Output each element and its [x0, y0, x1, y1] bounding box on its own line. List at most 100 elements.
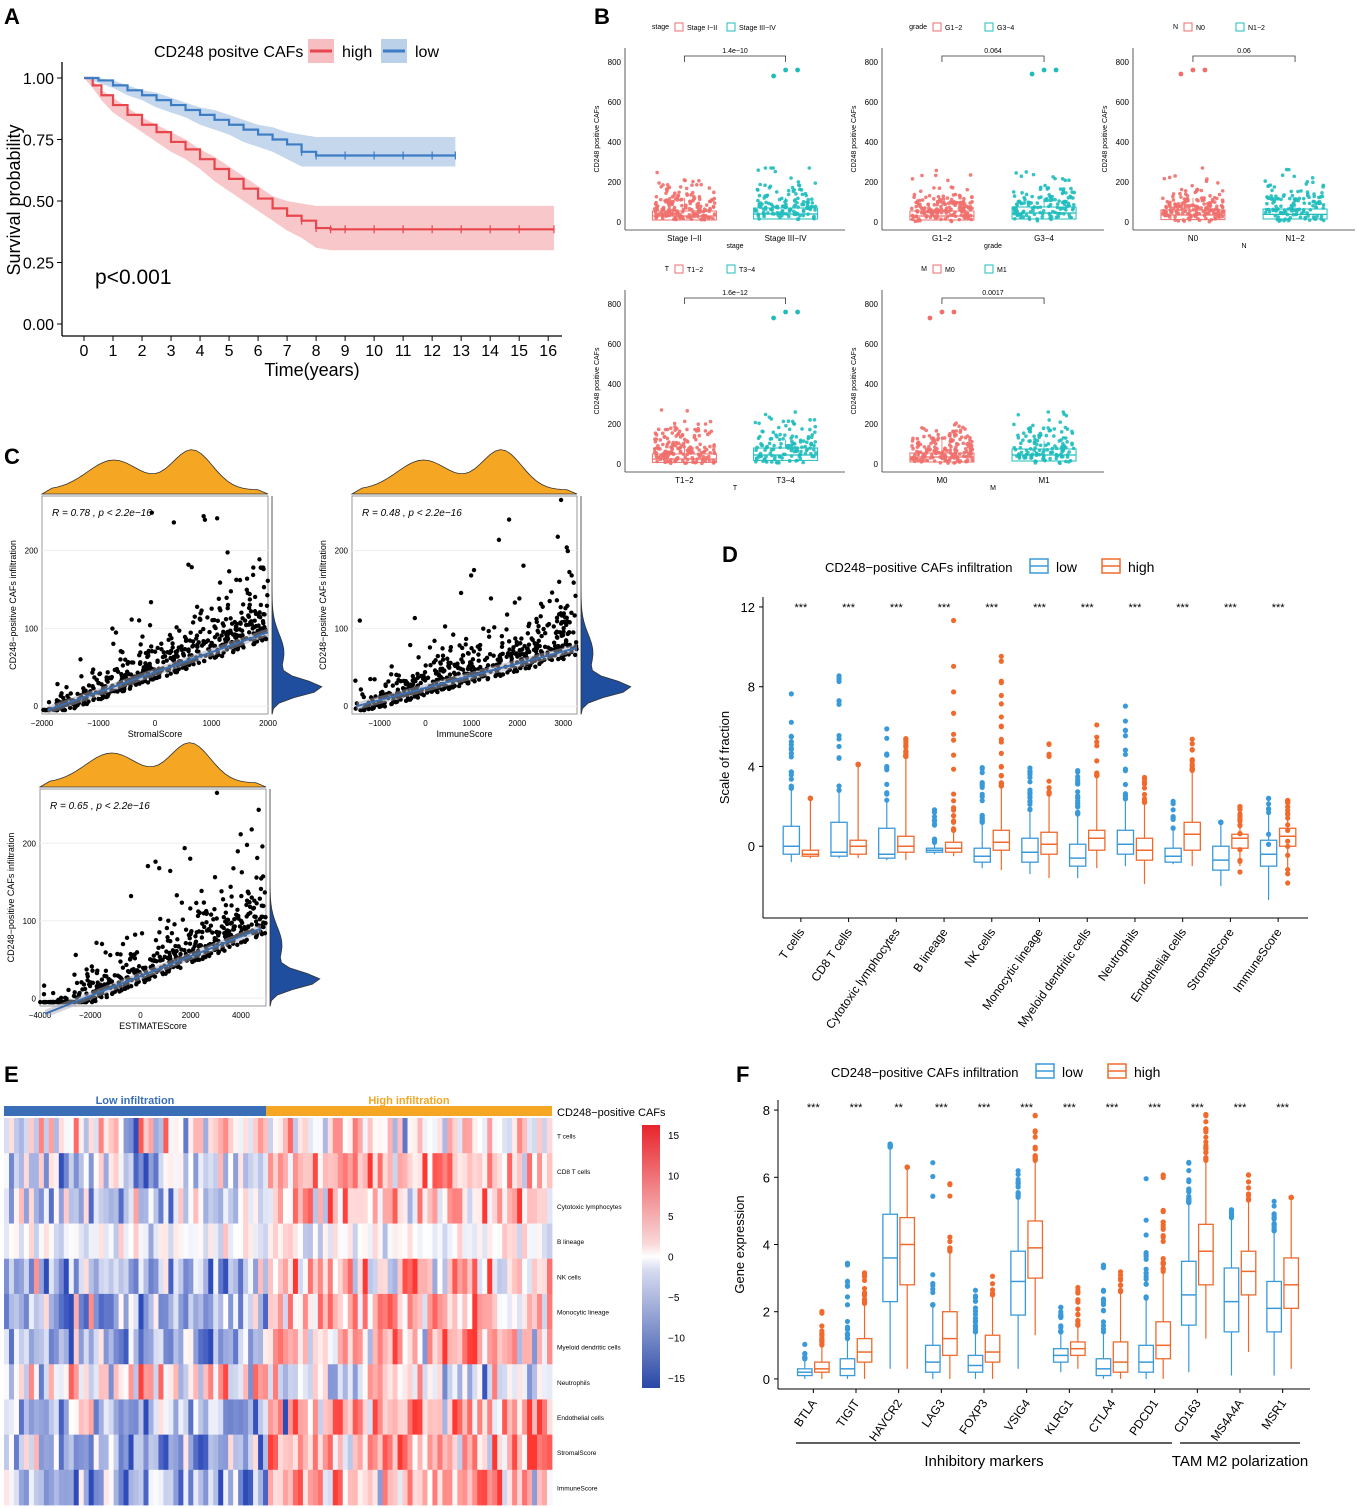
heatmap-cell [218, 1188, 224, 1224]
scatter-point [240, 602, 246, 607]
heatmap-cell [158, 1153, 164, 1189]
jitter-point [1180, 211, 1185, 215]
scatter-point [67, 705, 73, 711]
outlier-point [788, 783, 794, 790]
scatter-point [262, 890, 268, 895]
jitter-point [703, 422, 708, 426]
scatter-point [172, 922, 177, 927]
heatmap-cell [198, 1258, 204, 1295]
scatter-point [471, 567, 477, 573]
heatmap-cell [78, 1399, 85, 1436]
scatter-point [118, 657, 123, 662]
heatmap-cell [432, 1223, 438, 1260]
scatter-point [225, 605, 230, 611]
heatmap-cell [73, 1188, 80, 1224]
heatmap-cell [387, 1223, 393, 1260]
y-axis-title: CD248−positive CAFs infiltration [318, 540, 328, 670]
heatmap-cell [208, 1188, 214, 1224]
heatmap-cell [362, 1188, 369, 1224]
scatter-point [182, 634, 188, 640]
jitter-point [665, 444, 669, 449]
scatter-point [85, 978, 90, 983]
heatmap-cell [8, 1223, 15, 1260]
scatter-point [118, 952, 123, 957]
heatmap-cell [457, 1329, 463, 1365]
scatter-point [211, 917, 216, 922]
jitter-point [771, 430, 776, 435]
heatmap-cell [337, 1329, 344, 1365]
heatmap-cell [292, 1364, 299, 1400]
jitter-point [1066, 195, 1071, 200]
heatmap-cell [467, 1399, 473, 1436]
outlier-point [1265, 806, 1272, 812]
heatmap-cell [93, 1364, 100, 1400]
jitter-point [924, 195, 928, 200]
jitter-point [1020, 190, 1024, 195]
heatmap-cell [332, 1153, 339, 1189]
scatter-point [205, 615, 210, 620]
heatmap-cell [263, 1293, 269, 1330]
scatter-point [91, 667, 96, 672]
outlier-point [1141, 791, 1148, 798]
x-tick-label: 16 [539, 343, 557, 360]
heatmap-cell [73, 1364, 80, 1400]
heatmap-cell [502, 1364, 508, 1400]
heatmap-cell [487, 1153, 493, 1189]
heatmap-cell [492, 1399, 498, 1436]
box-high [1088, 829, 1106, 851]
heatmap-cell [397, 1293, 403, 1330]
jitter-point [941, 197, 946, 201]
jitter-point [769, 460, 774, 464]
scatter-point [249, 895, 254, 900]
heatmap-cell [93, 1399, 100, 1436]
heatmap-cell [407, 1399, 413, 1436]
heatmap-cell [507, 1188, 513, 1224]
heatmap-cell [497, 1118, 503, 1154]
jitter-point [1280, 173, 1285, 178]
heatmap-cell [287, 1153, 294, 1189]
jitter-point [1059, 430, 1064, 434]
jitter-point [1019, 174, 1024, 178]
heatmap-cell [208, 1118, 214, 1154]
jitter-point [1031, 423, 1035, 428]
heatmap-cell [188, 1399, 194, 1436]
jitter-point [1016, 433, 1020, 438]
jitter-point [779, 196, 784, 201]
heatmap-cell [422, 1293, 428, 1330]
heatmap-cell [537, 1153, 543, 1189]
heatmap-cell [287, 1223, 294, 1260]
scatter-point [123, 672, 128, 678]
scatter-point [428, 663, 433, 668]
jitter-point [774, 460, 779, 465]
jitter-point [1021, 431, 1026, 435]
scatter-point [127, 686, 133, 691]
heatmap-cell [253, 1188, 259, 1224]
heatmap-cell [502, 1153, 508, 1189]
scatter-point [193, 934, 198, 939]
scatter-point [405, 696, 411, 701]
heatmap-cell [183, 1118, 189, 1154]
jitter-point [1180, 201, 1184, 206]
significance-bracket [684, 55, 786, 62]
jitter-point [916, 199, 920, 203]
scatter-point [198, 629, 203, 635]
p-value-label: 1.6e−12 [722, 290, 748, 297]
heatmap-cell [138, 1293, 144, 1330]
heatmap-cell [73, 1399, 80, 1436]
jitter-point [712, 444, 716, 449]
jitter-point [697, 448, 701, 452]
scatter-point [245, 889, 251, 894]
heatmap-cell [457, 1258, 463, 1295]
scatter-point [427, 645, 433, 650]
heatmap-cell [327, 1293, 334, 1330]
scatter-point [219, 924, 225, 929]
p-value-label: 0.064 [984, 48, 1002, 55]
heatmap-cell [253, 1118, 259, 1154]
scatter-point [134, 950, 140, 955]
heatmap-cell [213, 1364, 219, 1400]
heatmap-cell [367, 1364, 374, 1400]
heatmap-cell [472, 1118, 478, 1154]
heatmap-cell [442, 1188, 448, 1224]
heatmap-cell [68, 1188, 75, 1224]
